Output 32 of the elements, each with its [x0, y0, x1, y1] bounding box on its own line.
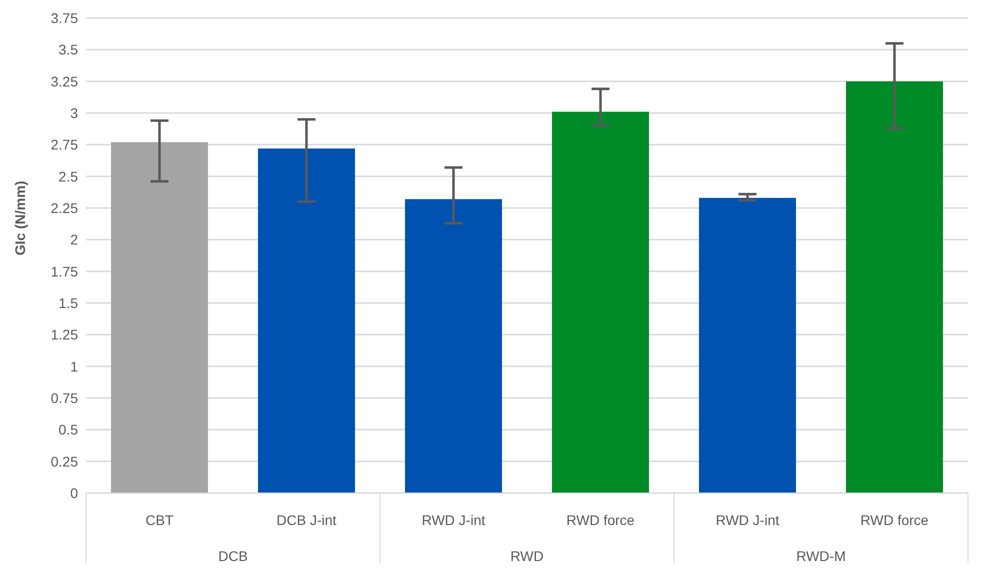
bar [846, 81, 943, 493]
x-tick-label: RWD J-int [422, 512, 486, 528]
y-tick-label: 2.5 [58, 168, 78, 184]
x-tick-label: CBT [146, 512, 174, 528]
x-tick-label: DCB J-int [276, 512, 337, 528]
x-tick-label: RWD force [860, 512, 929, 528]
y-tick-label: 2.75 [50, 136, 78, 153]
y-tick-label: 1 [70, 358, 78, 374]
text: DCB [218, 548, 248, 564]
bar [110, 142, 208, 493]
y-tick-label: 0.75 [50, 390, 78, 406]
bar [404, 199, 502, 493]
bar [258, 148, 355, 493]
y-tick-label: 3.75 [50, 10, 78, 26]
bar [552, 112, 649, 493]
x-tick-label: RWD J-int [716, 512, 780, 528]
y-axis-title: GIc (N/mm) [12, 180, 28, 256]
y-tick-label: 3 [70, 104, 78, 121]
y-tick-label: 0.25 [50, 453, 78, 470]
y-tick-label: 1.5 [58, 294, 78, 311]
y-tick-label: 0 [70, 484, 78, 501]
y-tick-label: 3.5 [58, 42, 78, 58]
x-tick-label: RWD force [566, 512, 635, 528]
y-tick-label: 1.25 [50, 326, 78, 343]
y-tick-label: 2 [70, 232, 78, 248]
y-tick-label: 0.5 [58, 422, 78, 438]
text: RWD [510, 548, 544, 564]
y-tick-label: 2.25 [50, 200, 78, 216]
y-tick-label: 1.75 [50, 263, 78, 280]
bar [698, 198, 796, 493]
text: RWD-M [796, 548, 846, 564]
y-tick-label: 3.25 [50, 73, 78, 90]
